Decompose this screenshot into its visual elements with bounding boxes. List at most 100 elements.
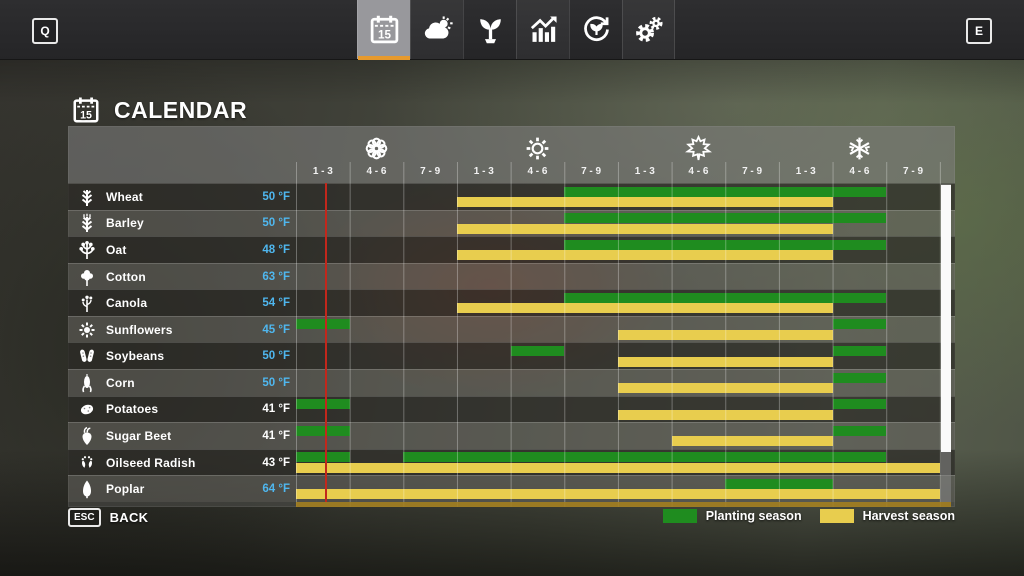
- panel-bottom-strip: [296, 502, 951, 507]
- oat-harvest-bar: [457, 250, 833, 261]
- tab-crops[interactable]: [463, 0, 516, 59]
- barley-planting-bar: [564, 213, 887, 224]
- key-hint-esc[interactable]: ESC: [68, 508, 101, 527]
- oat-planting-bar: [564, 239, 887, 250]
- crop-name: Sunflowers: [106, 322, 173, 337]
- crop-season-grid-oilseed-radish: [296, 450, 940, 476]
- oilseed-radish-crop-icon: [77, 453, 97, 473]
- sun-icon: [523, 134, 552, 163]
- snowflake-icon: [845, 134, 874, 163]
- corn-planting-bar: [832, 372, 887, 383]
- poplar-planting-bar: [725, 478, 833, 489]
- period-label-summer-1: 1 - 3: [473, 166, 494, 177]
- tab-crop-rotation[interactable]: [569, 0, 622, 59]
- back-label: BACK: [109, 510, 149, 525]
- crop-label-wheat: Wheat 50 °F: [68, 184, 296, 210]
- crop-season-grid-potatoes: [296, 397, 940, 423]
- legend-item-harvest: Harvest season: [819, 509, 955, 523]
- period-label-summer-2: 4 - 6: [527, 166, 548, 177]
- crop-row-sunflowers: Sunflowers 45 °F: [68, 315, 955, 343]
- crop-label-potatoes: Potatoes 41 °F: [68, 397, 296, 423]
- corn-harvest-bar: [618, 383, 833, 394]
- calendar-header: 1 - 3 4 - 6 7 - 9 1 - 3 4 - 6 7 - 9 1 - 3 4 - 6…: [68, 126, 955, 183]
- soybeans-planting-bar: [832, 345, 887, 356]
- crop-label-soybeans: Soybeans 50 °F: [68, 343, 296, 369]
- canola-planting-bar: [564, 292, 887, 303]
- canola-crop-icon: [77, 293, 97, 313]
- crop-germination-temp: 45 °F: [262, 323, 290, 336]
- period-labels-row: 1 - 3 4 - 6 7 - 9 1 - 3 4 - 6 7 - 9 1 - 3 4 - 6…: [296, 163, 940, 183]
- poplar-crop-icon: [77, 479, 97, 499]
- tab-weather[interactable]: [410, 0, 463, 59]
- scrollbar-thumb[interactable]: [941, 185, 951, 452]
- crop-season-grid-oat: [296, 237, 940, 263]
- crop-germination-temp: 48 °F: [262, 243, 290, 256]
- crop-row-sugar-beet: Sugar Beet 41 °F: [68, 422, 955, 449]
- key-hint-e-label: E: [974, 24, 983, 38]
- soybean-crop-icon: [77, 346, 97, 366]
- crop-label-oat: Oat 48 °F: [68, 237, 296, 263]
- potatoes-planting-bar: [296, 399, 350, 410]
- sunflower-crop-icon: [77, 320, 97, 340]
- page-title-text: CALENDAR: [114, 96, 248, 123]
- legend-item-planting: Planting season: [662, 509, 802, 523]
- chart-icon: [527, 13, 560, 46]
- crop-row-poplar: Poplar 64 °F: [68, 475, 955, 502]
- crop-row-oat: Oat 48 °F: [68, 236, 955, 263]
- sunflowers-harvest-bar: [618, 329, 833, 340]
- crop-label-barley: Barley 50 °F: [68, 211, 296, 237]
- potatoes-planting-bar: [832, 399, 887, 410]
- crop-germination-temp: 50 °F: [262, 350, 290, 363]
- page-title: 15 CALENDAR: [71, 95, 247, 125]
- sugar-beet-planting-bar: [296, 425, 350, 436]
- calendar-icon: 15: [368, 13, 401, 46]
- nav-tabs: 15: [357, 0, 675, 60]
- crop-name: Potatoes: [106, 402, 159, 417]
- tab-settings[interactable]: [622, 0, 675, 59]
- back-control[interactable]: ESC BACK: [68, 508, 148, 527]
- crop-germination-temp: 50 °F: [262, 376, 290, 389]
- sugar-beet-crop-icon: [77, 426, 97, 446]
- crop-season-grid-cotton: [296, 264, 940, 290]
- crop-germination-temp: 43 °F: [262, 456, 290, 469]
- gears-icon: [632, 13, 665, 46]
- crop-season-grid-sugar-beet: [296, 423, 940, 449]
- crop-row-corn: Corn 50 °F: [68, 369, 955, 396]
- key-hint-e[interactable]: E: [966, 18, 992, 44]
- crop-season-grid-canola: [296, 290, 940, 316]
- crop-germination-temp: 63 °F: [262, 270, 290, 283]
- potato-crop-icon: [77, 399, 97, 419]
- period-label-spring-3: 7 - 9: [420, 166, 441, 177]
- cotton-crop-icon: [77, 267, 97, 287]
- crop-label-poplar: Poplar 64 °F: [68, 476, 296, 502]
- period-label-autumn-2: 4 - 6: [688, 166, 709, 177]
- crop-name: Cotton: [106, 269, 146, 284]
- tab-calendar[interactable]: 15: [357, 0, 410, 60]
- crop-label-canola: Canola 54 °F: [68, 290, 296, 316]
- crop-row-wheat: Wheat 50 °F: [68, 183, 955, 210]
- legend-swatch-planting: [662, 509, 697, 523]
- season-autumn: [618, 126, 779, 163]
- key-hint-q[interactable]: Q: [32, 18, 58, 44]
- canola-harvest-bar: [457, 303, 833, 314]
- oat-crop-icon: [77, 240, 97, 260]
- scrollbar-track: [941, 184, 951, 502]
- crop-label-cotton: Cotton 63 °F: [68, 264, 296, 290]
- svg-text:15: 15: [378, 29, 391, 42]
- oilseed-radish-planting-bar: [403, 452, 887, 463]
- crop-row-potatoes: Potatoes 41 °F: [68, 395, 955, 423]
- sunflowers-planting-bar: [296, 319, 350, 330]
- crop-season-grid-sunflowers: [296, 317, 940, 343]
- soybeans-planting-bar: [510, 345, 565, 356]
- soybeans-harvest-bar: [618, 356, 833, 367]
- crop-season-grid-barley: [296, 211, 940, 237]
- tab-statistics[interactable]: [516, 0, 569, 59]
- calendar-icon: 15: [71, 95, 101, 125]
- crop-germination-temp: 41 °F: [262, 429, 290, 442]
- wheat-harvest-bar: [457, 197, 833, 208]
- crop-row-oilseed-radish: Oilseed Radish 43 °F: [68, 448, 955, 476]
- barley-crop-icon: [77, 213, 97, 233]
- period-label-spring-1: 1 - 3: [312, 166, 333, 177]
- legend: Planting season Harvest season: [68, 506, 955, 526]
- crop-season-grid-wheat: [296, 184, 940, 210]
